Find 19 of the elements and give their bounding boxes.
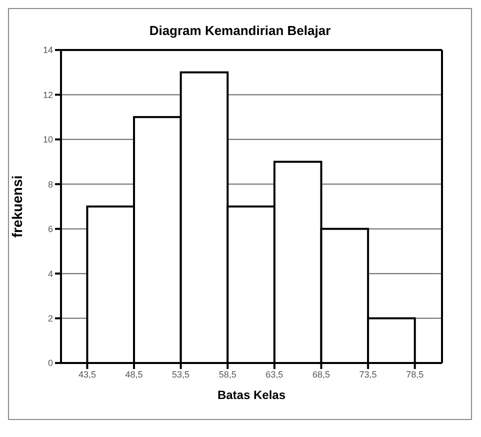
- y-tick-label: 8: [48, 179, 53, 190]
- y-axis-title: frekuensi: [8, 175, 25, 238]
- chart-title: Diagram Kemandirian Belajar: [148, 23, 332, 38]
- y-tick-label: 12: [42, 90, 53, 100]
- y-tick-label: 6: [48, 224, 53, 234]
- y-tick-label: 14: [42, 45, 53, 56]
- y-tick-label: 4: [48, 268, 53, 279]
- x-tick-label: 53,5: [172, 369, 190, 380]
- x-tick-label: 78,5: [406, 369, 424, 380]
- x-tick-label: 48,5: [125, 369, 143, 380]
- x-tick-label: 68,5: [312, 369, 330, 380]
- x-axis-title: Batas Kelas: [217, 388, 286, 402]
- y-tick-label: 10: [42, 134, 53, 145]
- y-tick-label: 0: [48, 358, 53, 368]
- x-tick-label: 43,5: [78, 369, 96, 380]
- x-tick-label: 63,5: [266, 369, 284, 380]
- x-tick-label: 58,5: [218, 369, 236, 380]
- x-tick-label: 73,5: [359, 369, 377, 380]
- y-tick-label: 2: [48, 313, 53, 324]
